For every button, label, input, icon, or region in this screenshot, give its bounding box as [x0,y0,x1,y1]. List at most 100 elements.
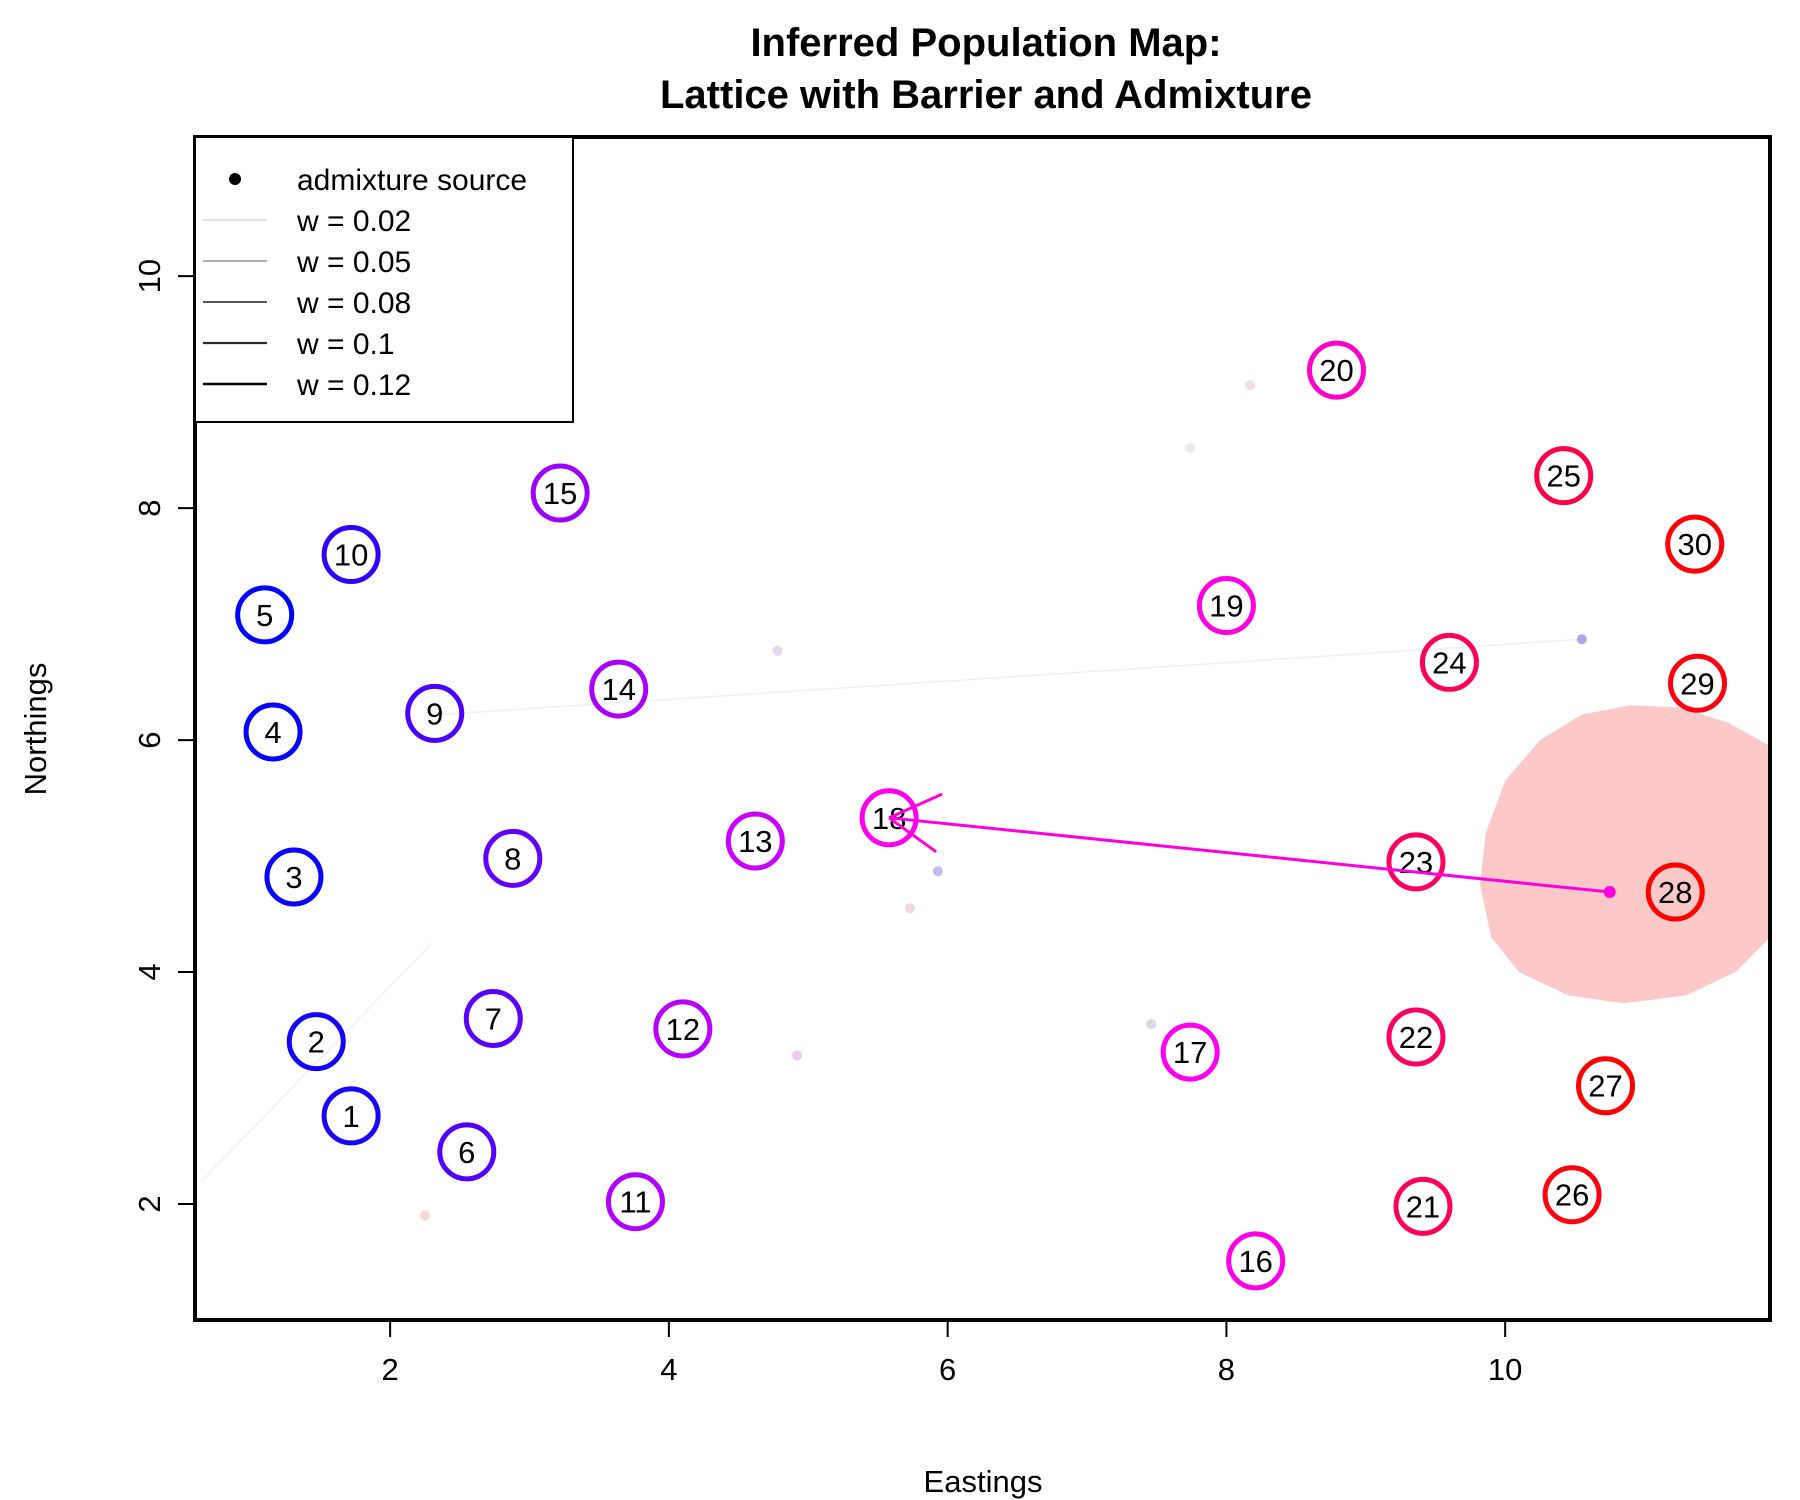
population-label: 30 [1677,527,1711,562]
y-tick-label: 8 [132,500,167,517]
population-14: 14 [589,659,649,719]
x-tick-label: 10 [1488,1352,1522,1387]
legend-label: w = 0.12 [296,369,411,402]
population-6: 6 [437,1122,497,1182]
population-19: 19 [1196,576,1256,636]
x-axis-label: Eastings [924,1464,1043,1499]
population-label: 26 [1555,1178,1589,1213]
population-22: 22 [1386,1007,1446,1067]
population-circle [1160,1022,1220,1082]
population-circle [653,999,713,1059]
population-circle [1576,1056,1636,1116]
y-tick-label: 6 [132,731,167,748]
population-circle [1419,632,1479,692]
population-circle [589,659,649,719]
population-label: 25 [1546,459,1580,494]
population-label: 29 [1680,666,1714,701]
population-circle [235,585,295,645]
x-axis: 2 4 6 8 10 [382,1319,1522,1387]
population-label: 13 [738,824,772,859]
population-label: 9 [426,696,443,731]
legend: admixture source w = 0.02 w = 0.05 w = 0.08… [194,136,574,423]
legend-label: w = 0.08 [296,287,411,320]
admixture-arrow [888,816,1610,894]
faint-point-0 [772,645,783,656]
population-label: 16 [1238,1244,1272,1279]
population-label: 4 [264,715,281,750]
population-11: 11 [605,1172,665,1232]
legend-label: w = 0.1 [296,328,395,361]
population-circle [243,702,303,762]
population-10: 10 [321,525,381,585]
x-tick-label: 2 [382,1352,399,1387]
population-label: 15 [543,476,577,511]
population-label: 12 [666,1012,700,1047]
legend-label: w = 0.05 [296,246,411,279]
chart-title: Inferred Population Map: [750,21,1221,65]
population-5: 5 [235,585,295,645]
admixture-arrow-layer [888,792,1616,899]
x-tick-label: 4 [660,1352,677,1387]
admixture-source-point [1603,886,1616,899]
population-circle [286,1012,346,1072]
population-circle [1386,1007,1446,1067]
population-label: 19 [1209,589,1243,624]
population-label: 20 [1319,353,1353,388]
population-circle [1393,1176,1453,1236]
population-label: 7 [485,1001,502,1036]
population-circle [321,1086,381,1146]
admixture-region [1480,705,1770,1004]
population-label: 17 [1173,1035,1207,1070]
population-label: 8 [504,841,521,876]
faint-point-5 [1146,1019,1157,1030]
population-label: 14 [601,672,635,707]
y-tick-label: 2 [132,1195,167,1212]
population-label: 28 [1658,875,1692,910]
admixture-region-layer [1480,705,1770,1004]
population-circle [321,525,381,585]
population-circle [264,847,324,907]
population-label: 2 [308,1025,325,1060]
population-label: 21 [1406,1189,1440,1224]
faint-point-6 [1185,442,1196,453]
faint-point-4 [792,1050,803,1061]
population-25: 25 [1534,446,1594,506]
plot-region: 1234567891011121314151617181920212223242… [201,340,1770,1291]
population-circle [1542,1165,1602,1225]
population-circle [1196,576,1256,636]
population-16: 16 [1226,1231,1286,1291]
population-28: 28 [1645,862,1705,922]
y-tick-label: 10 [132,259,167,293]
population-29: 29 [1668,653,1728,713]
population-circle [1665,514,1725,574]
edge-line-0 [438,638,1582,716]
population-circle [1226,1231,1286,1291]
population-26: 26 [1542,1165,1602,1225]
population-label: 3 [285,860,302,895]
population-label: 27 [1588,1069,1622,1104]
edge-line-1 [201,942,433,1182]
population-24: 24 [1419,632,1479,692]
y-tick-label: 4 [132,963,167,980]
population-circle [405,683,465,743]
population-20: 20 [1307,340,1367,400]
legend-label: w = 0.02 [296,205,411,238]
population-label: 22 [1399,1020,1433,1055]
population-30: 30 [1665,514,1725,574]
chart-subtitle: Lattice with Barrier and Admixture [660,73,1312,117]
population-label: 5 [256,598,273,633]
legend-label: admixture source [297,164,527,197]
population-circle [437,1122,497,1182]
population-27: 27 [1576,1056,1636,1116]
populations-layer: 1234567891011121314151617181920212223242… [235,340,1728,1291]
population-circle [1668,653,1728,713]
faint-points-layer [419,380,1587,1221]
population-label: 10 [334,538,368,573]
x-tick-label: 8 [1218,1352,1235,1387]
population-circle [483,828,543,888]
population-circle [1386,832,1446,892]
population-4: 4 [243,702,303,762]
edges-layer [201,638,1582,1182]
population-circle [530,463,590,523]
